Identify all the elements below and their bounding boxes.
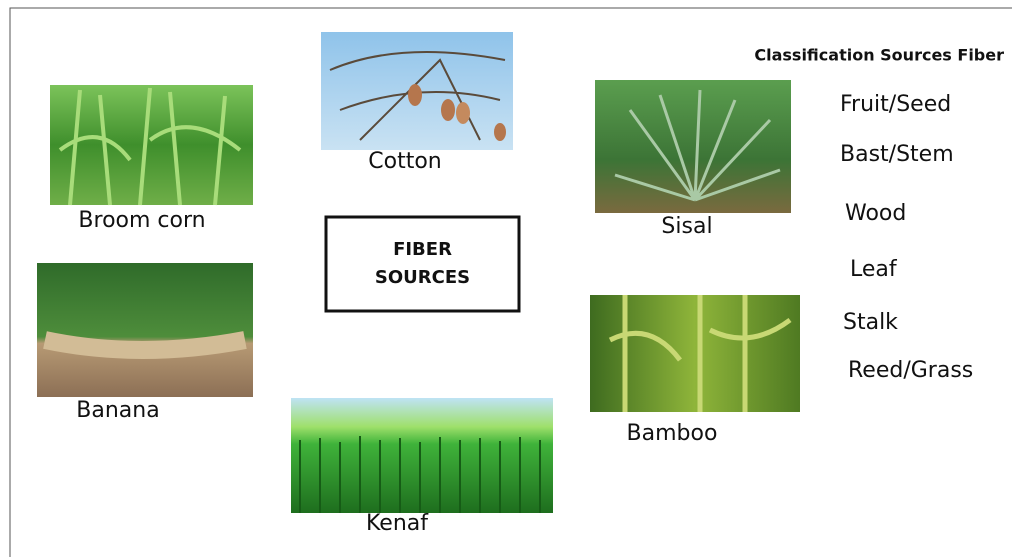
- bamboo-image: [590, 295, 800, 412]
- classification-item: Wood: [845, 201, 906, 226]
- classification-title: Classification Sources Fiber: [754, 46, 1004, 65]
- source-label: Banana: [76, 398, 159, 423]
- classification-item: Fruit/Seed: [840, 92, 951, 117]
- title: FIBER SOURCES: [374, 239, 471, 288]
- sisal-image: [595, 80, 791, 213]
- slide-frame: [9, 7, 1012, 557]
- title-box: [324, 215, 521, 313]
- source-label: Sisal: [661, 214, 712, 239]
- classification-item: Leaf: [850, 257, 898, 282]
- banana-image: [37, 263, 253, 397]
- source-label: Kenaf: [366, 511, 429, 536]
- title-wrap: FIBER SOURCES: [374, 239, 471, 288]
- source-label: Bamboo: [627, 421, 718, 446]
- broom-corn-image: [50, 85, 253, 206]
- classification-item: Bast/Stem: [840, 142, 954, 167]
- source-label: Cotton: [368, 149, 441, 174]
- classification-item: Stalk: [843, 310, 898, 335]
- kenaf-image: [291, 398, 553, 513]
- classification-item: Reed/Grass: [848, 358, 973, 383]
- cotton-image: [321, 32, 513, 150]
- source-label: Broom corn: [78, 208, 205, 233]
